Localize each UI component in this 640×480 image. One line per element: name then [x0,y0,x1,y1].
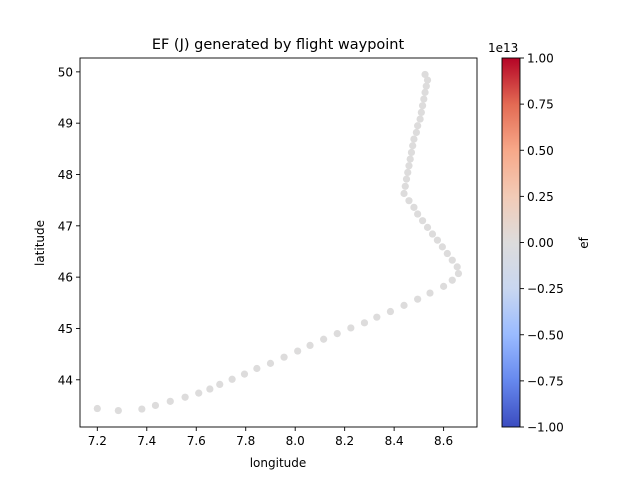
colorbar-tick-label: −0.25 [527,282,564,296]
colorbar-tick-label: −0.50 [527,328,564,342]
colorbar-ticks: 1.00 0.75 0.50 0.25 0.00 −0.25 −0.50 −0.75 −1.00 [520,52,564,435]
y-axis-title: latitude [33,220,47,266]
data-point [400,301,408,309]
x-tick-label: 8.2 [335,434,354,448]
data-point [448,276,456,284]
data-point [407,148,416,157]
data-point [421,70,429,79]
data-point [406,155,414,163]
data-point [181,393,189,401]
data-point [414,210,422,218]
data-point [386,307,395,316]
data-point [423,76,432,84]
data-point [443,249,451,258]
x-tick-label: 8.0 [286,434,305,448]
data-point [347,324,355,332]
data-point [410,203,418,211]
data-point [414,122,422,130]
data-point [418,102,427,110]
data-point [402,175,411,183]
y-tick-label: 46 [58,271,73,285]
data-point [320,335,328,343]
data-point [454,269,463,278]
y-tick-label: 49 [58,117,73,131]
data-point [93,404,101,413]
colorbar: 1.00 0.75 0.50 0.25 0.00 −0.25 −0.50 −0.75 −1.00… [488,41,591,435]
colorbar-title: ef [577,236,591,248]
data-point [195,389,203,397]
data-point [422,82,430,90]
data-point [294,347,302,355]
data-point [433,236,442,244]
data-point [453,263,461,271]
data-point [428,230,437,238]
y-tick-label: 50 [58,65,73,79]
data-point [138,405,146,413]
data-point [414,295,422,303]
x-tick-label: 7.2 [88,434,107,448]
colorbar-tick-label: 0.75 [527,98,554,112]
data-point [280,353,288,361]
data-point [333,330,341,338]
data-point [253,364,261,373]
x-tick-label: 8.4 [385,434,404,448]
x-tick-label: 7.4 [137,434,156,448]
y-axis-ticks: 44 45 46 47 48 49 50 [58,65,80,387]
plot-area: 7.2 7.4 7.6 7.8 8.0 8.2 8.4 8.6 44 45 46 47 48 49 50 [58,57,478,448]
data-point [400,189,408,198]
points-layer [93,70,463,415]
data-point [405,197,413,205]
data-point [373,313,381,321]
colorbar-multiplier: 1e13 [488,41,518,55]
data-point [421,88,429,96]
colorbar-gradient [501,57,521,428]
data-point [412,128,420,137]
data-point [306,341,314,349]
data-point [404,168,412,177]
data-point [360,319,369,327]
data-point [151,401,160,410]
data-point [228,375,236,383]
data-point [409,142,417,150]
y-tick-label: 48 [58,168,73,182]
data-point [240,370,249,378]
x-axis-ticks: 7.2 7.4 7.6 7.8 8.0 8.2 8.4 8.6 [88,427,453,448]
data-point [216,380,224,388]
y-tick-label: 44 [58,373,73,387]
data-point [426,289,434,297]
data-point [206,385,214,393]
data-point [114,406,122,415]
colorbar-tick-label: 0.00 [527,236,554,250]
colorbar-tick-label: −0.75 [527,374,564,388]
plot-frame [79,57,478,428]
data-point [410,135,418,143]
data-point [416,115,424,123]
data-point [420,95,428,103]
x-axis-title: longitude [250,456,307,470]
data-point [405,162,413,170]
chart-title: EF (J) generated by flight waypoint [152,37,405,53]
x-tick-label: 7.8 [236,434,255,448]
y-tick-label: 45 [58,322,73,336]
data-point [166,397,174,405]
data-point [440,282,448,290]
data-point [418,217,427,225]
data-point [438,243,446,251]
data-point [266,359,275,367]
x-tick-label: 7.6 [187,434,206,448]
data-point [401,182,409,190]
data-point [417,108,425,116]
y-tick-label: 47 [58,219,73,233]
data-point [448,256,456,264]
colorbar-tick-label: 0.25 [527,190,554,204]
colorbar-tick-label: −1.00 [527,421,564,435]
colorbar-tick-label: 0.50 [527,144,554,158]
colorbar-tick-label: 1.00 [527,52,554,66]
x-tick-label: 8.6 [434,434,453,448]
data-point [423,223,432,231]
